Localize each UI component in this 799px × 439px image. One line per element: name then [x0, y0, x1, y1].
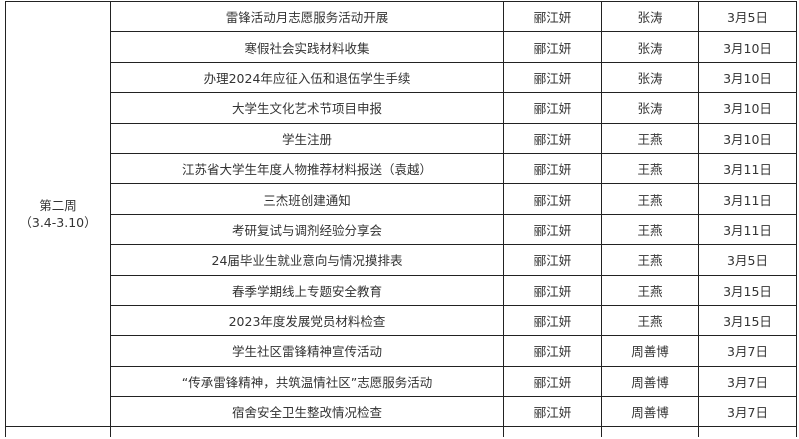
- date-cell: 3月11日: [698, 183, 797, 215]
- date-cell: 3月7日: [698, 365, 797, 398]
- table-row: 2023年度发展党员材料检查 郦江妍 王燕 3月15日: [6, 304, 797, 337]
- task-cell: 雷锋活动月志愿服务活动开展: [110, 0, 504, 33]
- date-cell: 3月15日: [698, 304, 797, 337]
- owner-cell: 郦江妍: [503, 274, 602, 306]
- task-cell: 学生社区雷锋精神宣传活动: [110, 335, 504, 367]
- owner-cell: 郦江妍: [503, 152, 602, 185]
- assignee-cell: 王燕: [601, 122, 699, 154]
- task-cell: 江苏省大学生年度人物推荐材料报送（袁越）: [110, 152, 504, 185]
- task-cell: 办理2024年应征入伍和退伍学生手续: [110, 61, 504, 94]
- assignee-cell: 王燕: [601, 244, 699, 276]
- week-range: （3.4-3.10）: [19, 215, 97, 231]
- owner-cell: 郦江妍: [503, 61, 602, 94]
- assignee-cell: 王燕: [601, 213, 699, 246]
- table-row: 学生社区雷锋精神宣传活动 郦江妍 周善博 3月7日: [6, 335, 797, 367]
- table-row: “传承雷锋精神，共筑温情社区”志愿服务活动 郦江妍 周善博 3月7日: [6, 365, 797, 398]
- date-cell: 3月10日: [698, 31, 797, 63]
- schedule-table: 第二周 （3.4-3.10） 雷锋活动月志愿服务活动开展 郦江妍 张涛 3月5日 寒假社会实…: [5, 0, 797, 438]
- owner-cell: 郦江妍: [503, 31, 602, 63]
- empty-cell: [503, 426, 602, 438]
- owner-cell: 郦江妍: [503, 335, 602, 367]
- week-label: 第二周: [39, 198, 77, 214]
- table-row: 三杰班创建通知 郦江妍 王燕 3月11日: [6, 183, 797, 215]
- task-cell: 考研复试与调剂经验分享会: [110, 213, 504, 246]
- date-cell: 3月5日: [698, 0, 797, 33]
- owner-cell: 郦江妍: [503, 244, 602, 276]
- date-cell: 3月7日: [698, 396, 797, 428]
- next-row-partial: [5, 426, 797, 438]
- table-row: 办理2024年应征入伍和退伍学生手续 郦江妍 张涛 3月10日: [6, 61, 797, 94]
- date-cell: 3月15日: [698, 274, 797, 306]
- date-cell: 3月11日: [698, 152, 797, 185]
- owner-cell: 郦江妍: [503, 213, 602, 246]
- assignee-cell: 王燕: [601, 304, 699, 337]
- date-cell: 3月10日: [698, 122, 797, 154]
- table-row: 考研复试与调剂经验分享会 郦江妍 王燕 3月11日: [6, 213, 797, 246]
- task-cell: 24届毕业生就业意向与情况摸排表: [110, 244, 504, 276]
- table-row: 24届毕业生就业意向与情况摸排表 郦江妍 王燕 3月5日: [6, 244, 797, 276]
- owner-cell: 郦江妍: [503, 183, 602, 215]
- table-row: 春季学期线上专题安全教育 郦江妍 王燕 3月15日: [6, 274, 797, 306]
- assignee-cell: 王燕: [601, 152, 699, 185]
- table-row: 大学生文化艺术节项目申报 郦江妍 张涛 3月10日: [6, 92, 797, 124]
- task-cell: 学生注册: [110, 122, 504, 154]
- task-cell: 大学生文化艺术节项目申报: [110, 92, 504, 124]
- empty-cell: [110, 426, 504, 438]
- task-cell: “传承雷锋精神，共筑温情社区”志愿服务活动: [110, 365, 504, 398]
- date-cell: 3月10日: [698, 61, 797, 94]
- task-cell: 三杰班创建通知: [110, 183, 504, 215]
- task-cell: 春季学期线上专题安全教育: [110, 274, 504, 306]
- date-cell: 3月10日: [698, 92, 797, 124]
- assignee-cell: 王燕: [601, 274, 699, 306]
- week-cell: 第二周 （3.4-3.10）: [5, 0, 111, 428]
- assignee-cell: 张涛: [601, 31, 699, 63]
- assignee-cell: 周善博: [601, 396, 699, 428]
- owner-cell: 郦江妍: [503, 304, 602, 337]
- empty-cell: [601, 426, 699, 438]
- assignee-cell: 王燕: [601, 183, 699, 215]
- owner-cell: 郦江妍: [503, 365, 602, 398]
- empty-cell: [5, 426, 111, 438]
- table-row: 学生注册 郦江妍 王燕 3月10日: [6, 122, 797, 154]
- owner-cell: 郦江妍: [503, 92, 602, 124]
- assignee-cell: 张涛: [601, 0, 699, 33]
- owner-cell: 郦江妍: [503, 122, 602, 154]
- assignee-cell: 周善博: [601, 365, 699, 398]
- table-row: 寒假社会实践材料收集 郦江妍 张涛 3月10日: [6, 31, 797, 63]
- task-cell: 2023年度发展党员材料检查: [110, 304, 504, 337]
- task-cell: 宿舍安全卫生整改情况检查: [110, 396, 504, 428]
- owner-cell: 郦江妍: [503, 0, 602, 33]
- date-cell: 3月7日: [698, 335, 797, 367]
- assignee-cell: 周善博: [601, 335, 699, 367]
- table-row: 宿舍安全卫生整改情况检查 郦江妍 周善博 3月7日: [6, 396, 797, 428]
- table-row: 江苏省大学生年度人物推荐材料报送（袁越） 郦江妍 王燕 3月11日: [6, 152, 797, 185]
- assignee-cell: 张涛: [601, 92, 699, 124]
- date-cell: 3月11日: [698, 213, 797, 246]
- task-cell: 寒假社会实践材料收集: [110, 31, 504, 63]
- empty-cell: [698, 426, 797, 438]
- owner-cell: 郦江妍: [503, 396, 602, 428]
- date-cell: 3月5日: [698, 244, 797, 276]
- assignee-cell: 张涛: [601, 61, 699, 94]
- table-row: 第二周 （3.4-3.10） 雷锋活动月志愿服务活动开展 郦江妍 张涛 3月5日: [5, 0, 797, 428]
